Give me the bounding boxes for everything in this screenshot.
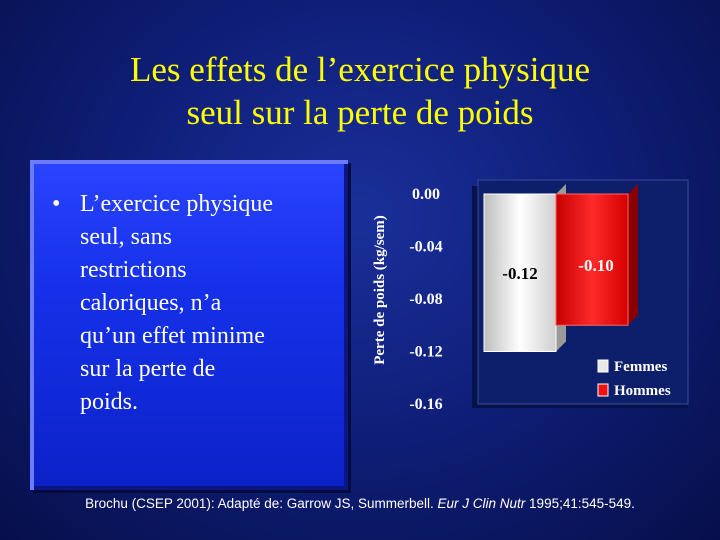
legend-label: Hommes [614, 383, 671, 399]
citation-prefix: Brochu (CSEP 2001): Adapté de: Garrow JS… [85, 496, 438, 511]
slide-title: Les effets de l’exercice physique seul s… [0, 48, 720, 134]
bullet-line: sur la perte de [80, 356, 216, 382]
source-citation: Brochu (CSEP 2001): Adapté de: Garrow JS… [0, 496, 720, 511]
citation-suffix: 1995;41:545-549. [525, 496, 635, 511]
y-tick-label: -0.08 [409, 291, 442, 308]
y-tick-label: -0.16 [409, 396, 442, 413]
bullet-line: L’exercice physique [80, 191, 274, 217]
bullet-line: caloriques, n’a [80, 290, 222, 316]
y-tick-label: -0.04 [409, 239, 442, 256]
data-label-femmes: -0.12 [502, 264, 537, 283]
bar-hommes [555, 193, 629, 326]
title-line-2: seul sur la perte de poids [186, 93, 534, 132]
bullet-panel: • L’exercice physique seul, sans restric… [30, 160, 348, 490]
bullet-text: L’exercice physique seul, sans restricti… [80, 188, 342, 419]
title-line-1: Les effets de l’exercice physique [130, 50, 590, 89]
legend-swatch [597, 383, 609, 397]
bullet-line: qu’un effet minime [80, 323, 265, 349]
citation-journal: Eur J Clin Nutr [437, 496, 526, 511]
legend-label: Femmes [614, 359, 667, 375]
weight-loss-chart: Perte de poids (kg/sem) 0.00 -0.04 -0.08 -0.… [372, 179, 689, 413]
data-label-hommes: -0.10 [578, 256, 613, 275]
bullet-marker: • [52, 191, 61, 217]
bullet-line: seul, sans [80, 224, 172, 250]
bullet-item: • L’exercice physique seul, sans restric… [52, 188, 342, 419]
y-tick-label: 0.00 [412, 186, 440, 203]
bar-side-hommes [628, 184, 638, 326]
y-axis-title: Perte de poids (kg/sem) [372, 215, 388, 365]
y-tick-label: -0.12 [409, 344, 442, 361]
legend-swatch [597, 359, 609, 373]
bullet-line: restrictions [80, 257, 187, 283]
bullet-line: poids. [80, 389, 139, 415]
